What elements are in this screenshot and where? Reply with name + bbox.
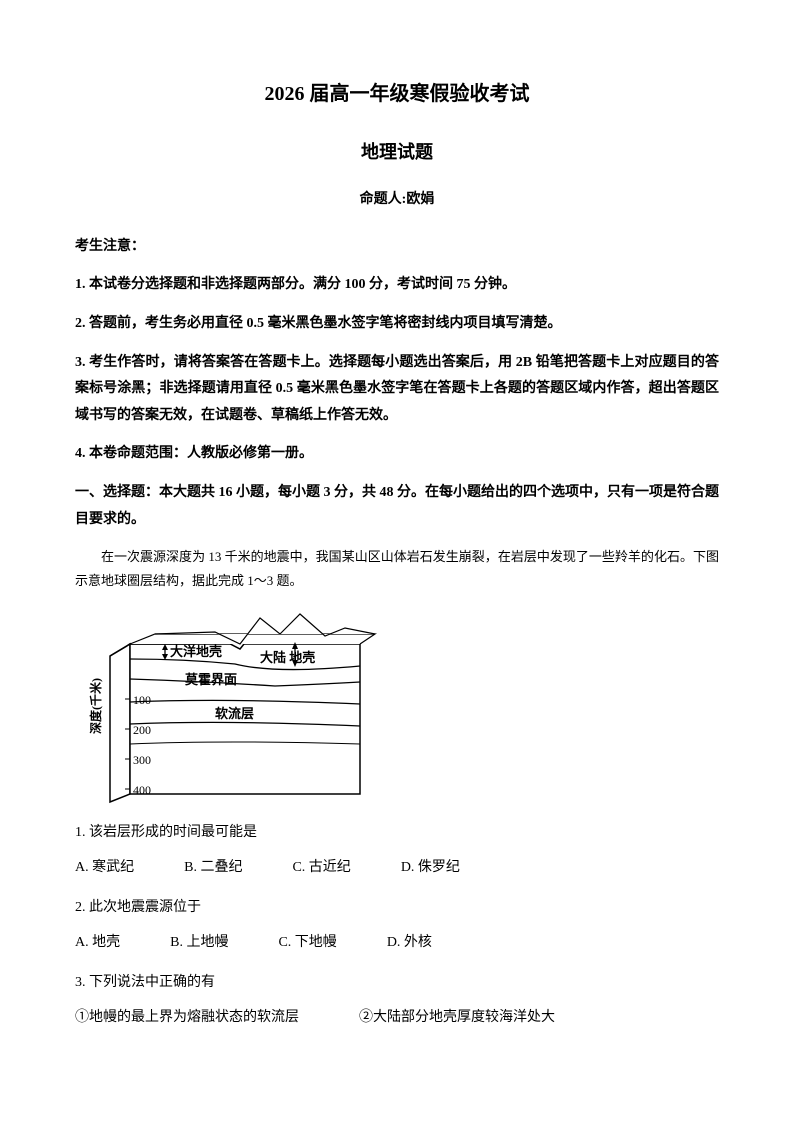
q2-opt-d: D. 外核: [387, 930, 432, 957]
tick-300: 300: [133, 753, 151, 767]
tick-200: 200: [133, 723, 151, 737]
q1-opt-c: C. 古近纪: [292, 855, 350, 882]
tick-400: 400: [133, 783, 151, 797]
q3-statements: ①地幔的最上界为熔融状态的软流层 ②大陆部分地壳厚度较海洋处大: [75, 1005, 719, 1032]
q3-stem: 3. 下列说法中正确的有: [75, 970, 719, 997]
notice-item-1: 1. 本试卷分选择题和非选择题两部分。满分 100 分，考试时间 75 分钟。: [75, 272, 719, 299]
q1-opt-a: A. 寒武纪: [75, 855, 134, 882]
label-continent-crust: 大陆 地壳: [260, 650, 315, 665]
section-1-heading: 一、选择题：本大题共 16 小题，每小题 3 分，共 48 分。在每小题给出的四…: [75, 480, 719, 533]
notice-item-2: 2. 答题前，考生务必用直径 0.5 毫米黑色墨水签字笔将密封线内项目填写清楚。: [75, 311, 719, 338]
passage-1: 在一次震源深度为 13 千米的地震中，我国某山区山体岩石发生崩裂，在岩层中发现了…: [75, 545, 719, 592]
title-main: 2026 届高一年级寒假验收考试: [75, 75, 719, 113]
q3-stmt-2: ②大陆部分地壳厚度较海洋处大: [359, 1005, 555, 1032]
q1-opt-b: B. 二叠纪: [184, 855, 242, 882]
label-asthenosphere: 软流层: [215, 706, 254, 721]
q2-opt-a: A. 地壳: [75, 930, 120, 957]
notice-heading: 考生注意：: [75, 234, 719, 261]
earth-layers-figure: 100 200 300 400 大洋地壳 大陆 地壳 莫霍界面 软流层 深度(千…: [75, 604, 719, 804]
title-sub: 地理试题: [75, 135, 719, 169]
label-yaxis: 深度(千米): [88, 678, 103, 734]
q3-stmt-1: ①地幔的最上界为熔融状态的软流层: [75, 1005, 299, 1032]
q2-opt-b: B. 上地幔: [170, 930, 228, 957]
notice-item-3: 3. 考生作答时，请将答案答在答题卡上。选择题每小题选出答案后，用 2B 铅笔把…: [75, 350, 719, 430]
notice-item-4: 4. 本卷命题范围：人教版必修第一册。: [75, 441, 719, 468]
tick-100: 100: [133, 693, 151, 707]
q2-options: A. 地壳 B. 上地幔 C. 下地幔 D. 外核: [75, 930, 719, 957]
q2-stem: 2. 此次地震震源位于: [75, 895, 719, 922]
author-line: 命题人:欧娟: [75, 187, 719, 214]
earth-layers-svg: 100 200 300 400 大洋地壳 大陆 地壳 莫霍界面 软流层 深度(千…: [75, 604, 385, 804]
label-moho: 莫霍界面: [184, 672, 237, 687]
q2-opt-c: C. 下地幔: [278, 930, 336, 957]
q1-stem: 1. 该岩层形成的时间最可能是: [75, 820, 719, 847]
label-ocean-crust: 大洋地壳: [170, 644, 222, 659]
q1-options: A. 寒武纪 B. 二叠纪 C. 古近纪 D. 侏罗纪: [75, 855, 719, 882]
q1-opt-d: D. 侏罗纪: [401, 855, 460, 882]
